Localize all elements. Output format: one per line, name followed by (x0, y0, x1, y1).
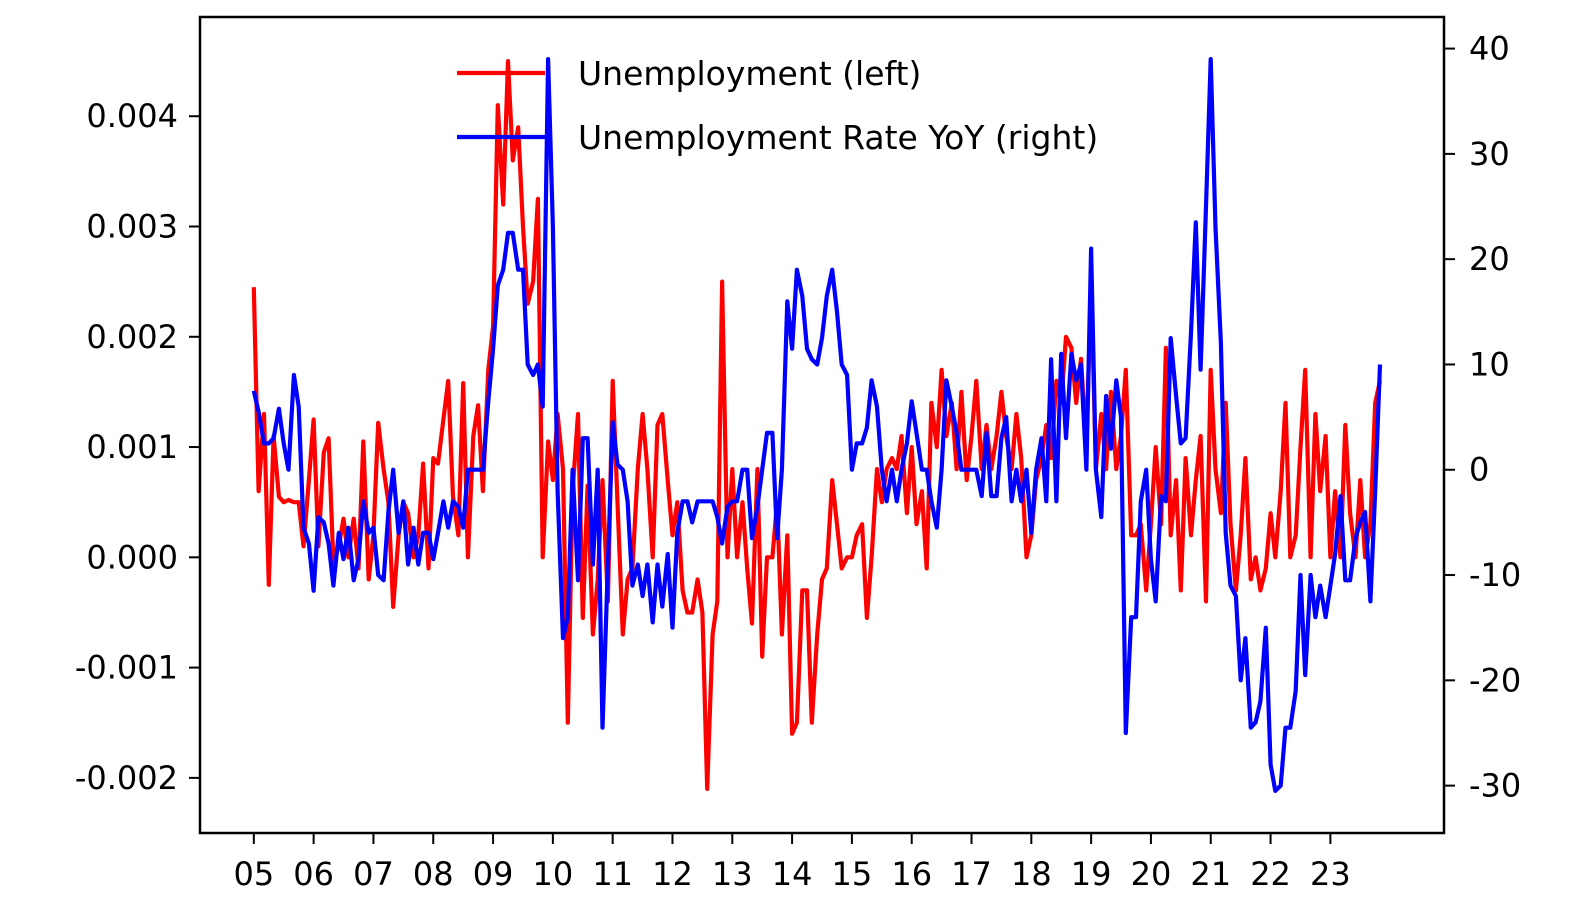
x-tick-label: 12 (652, 855, 693, 893)
x-tick-label: 22 (1250, 855, 1291, 893)
x-tick-label: 07 (353, 855, 394, 893)
series-layer (251, 56, 1383, 794)
x-tick-label: 10 (533, 855, 574, 893)
x-tick-label: 08 (413, 855, 454, 893)
x-tick-label: 20 (1131, 855, 1172, 893)
left-tick-label: 0.004 (86, 97, 178, 135)
x-axis: 05 06 07 08 09 10 11 12 13 14 15 16 17 18 19 20 21 22 23 (233, 833, 1351, 893)
left-tick-label: 0.002 (86, 318, 178, 356)
x-tick-label: 05 (233, 855, 274, 893)
left-tick-label: 0.003 (86, 208, 178, 246)
x-tick-label: 18 (1011, 855, 1052, 893)
left-tick-label: 0.001 (86, 428, 178, 466)
right-tick-label: -20 (1469, 661, 1521, 699)
x-tick-label: 13 (712, 855, 753, 893)
right-tick-label: 30 (1469, 135, 1510, 173)
right-tick-label: 40 (1469, 30, 1510, 68)
x-tick-label: 11 (592, 855, 633, 893)
legend: Unemployment (left) Unemployment Rate YoY… (457, 54, 1098, 157)
right-tick-label: 20 (1469, 240, 1510, 278)
left-tick-label: 0.000 (86, 538, 178, 576)
plot-frame (198, 15, 1446, 835)
x-tick-label: 19 (1071, 855, 1112, 893)
legend-label: Unemployment Rate YoY (right) (578, 118, 1098, 157)
x-tick-label: 21 (1190, 855, 1231, 893)
right-tick-label: 0 (1469, 451, 1489, 489)
right-tick-label: -30 (1469, 767, 1521, 805)
x-tick-label: 06 (293, 855, 334, 893)
right-tick-label: 10 (1469, 345, 1510, 383)
right-y-axis: -30 -20 -10 0 10 20 30 40 (1444, 30, 1521, 805)
x-tick-label: 09 (473, 855, 514, 893)
left-tick-label: -0.001 (75, 649, 178, 687)
series-line-unemployment-rate-yoy-right (251, 56, 1383, 794)
x-tick-label: 23 (1310, 855, 1351, 893)
x-tick-label: 17 (951, 855, 992, 893)
right-tick-label: -10 (1469, 556, 1521, 594)
x-tick-label: 15 (832, 855, 873, 893)
left-y-axis: -0.002 -0.001 0.000 0.001 0.002 0.003 0.004 (75, 97, 200, 797)
left-tick-label: -0.002 (75, 759, 178, 797)
legend-label: Unemployment (left) (578, 54, 921, 93)
series-line-unemployment-left (251, 58, 1383, 792)
x-tick-label: 16 (891, 855, 932, 893)
x-tick-label: 14 (772, 855, 813, 893)
